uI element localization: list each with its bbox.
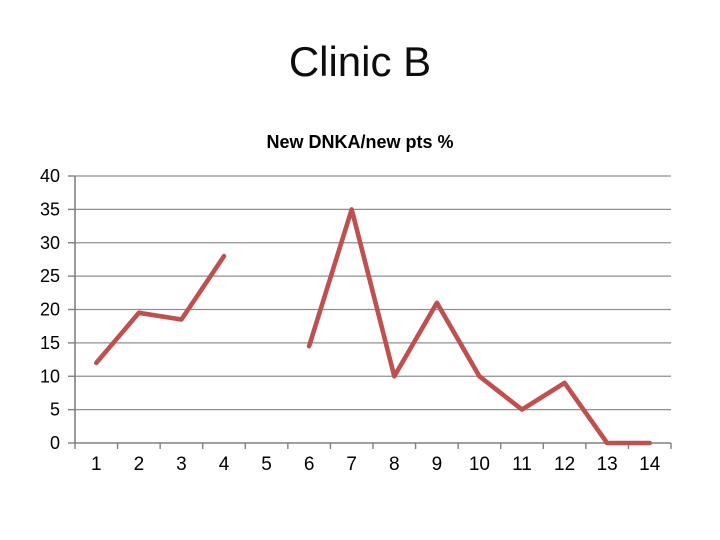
x-tick-label: 11 [512,454,532,475]
y-tick-label: 15 [40,333,60,353]
y-tick-label: 20 [40,300,60,320]
x-tick-label: 8 [389,454,400,475]
x-tick-label: 12 [554,454,575,475]
x-tick-label: 7 [346,454,357,475]
x-tick-label: 5 [261,454,272,475]
y-tick-label: 35 [40,199,60,219]
data-line-segment [94,253,227,366]
chart-title: New DNKA/new pts % [266,132,454,152]
slide-title: Clinic B [288,38,432,85]
y-tick-label: 25 [40,266,60,286]
data-line-segment [306,207,653,446]
x-tick-label: 1 [91,454,102,475]
x-tick-label: 4 [219,454,230,475]
y-tick-label: 0 [50,433,60,453]
y-tick-label: 10 [40,366,60,386]
x-tick-label: 6 [304,454,315,475]
x-tick-label: 9 [432,454,443,475]
x-tick-label: 14 [639,454,661,475]
x-tick-label: 3 [176,454,187,475]
y-tick-label: 40 [40,166,60,186]
y-tick-label: 30 [40,233,60,253]
x-tick-label: 13 [597,454,618,475]
x-tick-label: 10 [469,454,490,475]
y-tick-label: 5 [50,400,60,420]
x-tick-label: 2 [134,454,145,475]
